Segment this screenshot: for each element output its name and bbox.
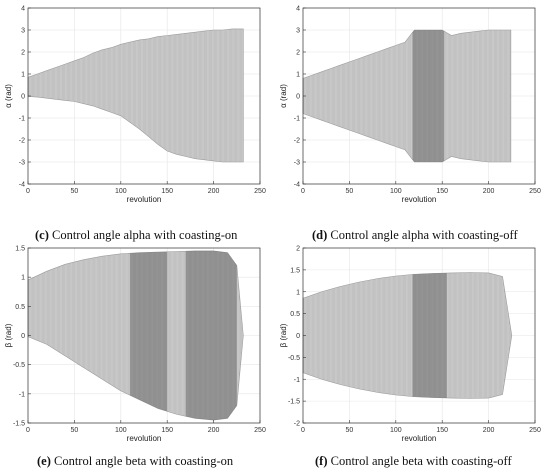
chart-c-ytick-label: -3 xyxy=(19,160,25,167)
chart-f-ytick-label: -1 xyxy=(294,377,300,384)
chart-e-ytick-label: 1 xyxy=(21,275,25,282)
chart-c-ytick-label: 2 xyxy=(21,50,25,57)
chart-c-plot: 0 50 100 150 200 250 -4 -3 -2 -1 0 1 2 3 4 revolution α … xyxy=(4,6,266,205)
chart-panel-c: 0 50 100 150 200 250 -4 -3 -2 -1 0 1 2 3 4 revolution α … xyxy=(0,0,275,250)
chart-d-ytick-label: 4 xyxy=(296,6,300,13)
chart-c-xtick-label: 0 xyxy=(26,188,30,195)
chart-c-ylabel: α (rad) xyxy=(4,84,13,108)
chart-d-ytick-label: -4 xyxy=(294,182,300,189)
chart-e-ytick-label: 0.5 xyxy=(15,304,25,311)
chart-d-xtick-label: 200 xyxy=(483,188,495,195)
chart-f-ytick-label: -1.5 xyxy=(288,399,300,406)
chart-d-caption-tag: (d) xyxy=(312,228,328,242)
chart-c-ytick-label: -4 xyxy=(19,182,25,189)
chart-c-ytick-label: 0 xyxy=(21,94,25,101)
chart-e-plot: 0 50 100 150 200 250 -1.5 -1 -0.5 0 0.5 1 1.5 revolut… xyxy=(4,246,266,444)
chart-d-ytick-label: -1 xyxy=(294,116,300,123)
chart-e-xtick-label: 250 xyxy=(254,427,266,434)
chart-f-ytick-label: -2 xyxy=(294,421,300,428)
chart-f-ylabel: β (rad) xyxy=(279,323,288,347)
chart-d-ytick-label: 3 xyxy=(296,28,300,35)
chart-f-plot: 0 50 100 150 200 250 -2 -1.5 -1 -0.5 0 0.5 1 1.5 2 revo… xyxy=(279,246,541,444)
chart-e-xtick-label: 50 xyxy=(71,427,79,434)
chart-e-caption: (e) Control angle beta with coasting-on xyxy=(37,454,233,469)
chart-f-caption-tag: (f) xyxy=(315,454,328,468)
chart-c-xlabel: revolution xyxy=(127,195,162,204)
chart-e-caption-text: Control angle beta with coasting-on xyxy=(50,454,234,468)
chart-c-ytick-label: 3 xyxy=(21,28,25,35)
chart-f-xtick-label: 50 xyxy=(346,427,354,434)
chart-c-ytick-label: 1 xyxy=(21,72,25,79)
chart-c-caption-tag: (c) xyxy=(35,228,49,242)
chart-f-xtick-label: 150 xyxy=(436,427,448,434)
chart-d-oscillation xyxy=(303,30,511,162)
chart-f-ytick-label: 0 xyxy=(296,333,300,340)
chart-e-xtick-label: 100 xyxy=(115,427,127,434)
chart-c-ytick-label: -2 xyxy=(19,138,25,145)
chart-d-plot: 0 50 100 150 200 250 -4 -3 -2 -1 0 1 2 3 4 revolution α … xyxy=(279,6,541,205)
chart-c-xtick-label: 150 xyxy=(161,188,173,195)
chart-e-xtick-label: 0 xyxy=(26,427,30,434)
chart-d-ylabel: α (rad) xyxy=(279,84,288,108)
chart-e-ytick-label: 0 xyxy=(21,333,25,340)
chart-c-ytick-label: -1 xyxy=(19,116,25,123)
chart-e-oscillation xyxy=(28,250,243,421)
chart-e-ytick-label: -1 xyxy=(19,391,25,398)
chart-c-oscillation xyxy=(28,28,243,162)
chart-d-ytick-label: 0 xyxy=(296,94,300,101)
chart-f-ytick-label: 1 xyxy=(296,289,300,296)
chart-e-ylabel: β (rad) xyxy=(4,323,13,347)
chart-f-caption-text: Control angle beta with coasting-off xyxy=(327,454,512,468)
chart-e-dense-band xyxy=(130,250,168,421)
chart-e-dense-band xyxy=(185,250,237,421)
chart-f-caption: (f) Control angle beta with coasting-off xyxy=(315,454,512,469)
chart-d-dense-band xyxy=(412,30,445,162)
chart-d-ytick-label: -2 xyxy=(294,138,300,145)
chart-d-xtick-label: 50 xyxy=(346,188,354,195)
chart-d-xtick-label: 150 xyxy=(436,188,448,195)
chart-f-ytick-label: -0.5 xyxy=(288,355,300,362)
chart-f-ytick-label: 2 xyxy=(296,246,300,253)
chart-panel-d: 0 50 100 150 200 250 -4 -3 -2 -1 0 1 2 3 4 revolution α … xyxy=(275,0,550,250)
chart-f-ytick-label: 1.5 xyxy=(290,267,300,274)
chart-e-xlabel: revolution xyxy=(127,434,162,443)
chart-d-ytick-label: 1 xyxy=(296,72,300,79)
chart-panel-f: 0 50 100 150 200 250 -2 -1.5 -1 -0.5 0 0.5 1 1.5 2 revo… xyxy=(275,240,550,474)
chart-d-ytick-label: 2 xyxy=(296,50,300,57)
chart-f-xlabel: revolution xyxy=(402,434,437,443)
chart-e-ytick-label: -1.5 xyxy=(13,421,25,428)
chart-d-ytick-label: -3 xyxy=(294,160,300,167)
chart-d-xtick-label: 250 xyxy=(529,188,541,195)
chart-f-ytick-label: 0.5 xyxy=(290,311,300,318)
chart-c-xtick-label: 50 xyxy=(71,188,79,195)
chart-e-ytick-label: 1.5 xyxy=(15,246,25,253)
chart-f-dense-band xyxy=(412,272,447,399)
chart-e-caption-tag: (e) xyxy=(37,454,51,468)
chart-d-caption-text: Control angle alpha with coasting-off xyxy=(327,228,518,242)
chart-d-envelope xyxy=(302,29,512,163)
chart-d-xtick-label: 0 xyxy=(301,188,305,195)
chart-e-xtick-label: 200 xyxy=(208,427,220,434)
chart-d-caption: (d) Control angle alpha with coasting-of… xyxy=(312,228,518,243)
chart-f-oscillation xyxy=(303,272,512,399)
chart-c-caption: (c) Control angle alpha with coasting-on xyxy=(35,228,237,243)
chart-f-xtick-label: 250 xyxy=(529,427,541,434)
chart-e-xtick-label: 150 xyxy=(161,427,173,434)
chart-c-ytick-label: 4 xyxy=(21,6,25,13)
chart-panel-e: 0 50 100 150 200 250 -1.5 -1 -0.5 0 0.5 1 1.5 revolut… xyxy=(0,240,275,474)
chart-e-ytick-label: -0.5 xyxy=(13,362,25,369)
chart-f-xtick-label: 200 xyxy=(483,427,495,434)
chart-c-caption-text: Control angle alpha with coasting-on xyxy=(48,228,238,242)
chart-c-xtick-label: 100 xyxy=(115,188,127,195)
chart-f-xtick-label: 100 xyxy=(390,427,402,434)
chart-c-xtick-label: 250 xyxy=(254,188,266,195)
chart-d-xtick-label: 100 xyxy=(390,188,402,195)
chart-c-xtick-label: 200 xyxy=(208,188,220,195)
chart-d-xlabel: revolution xyxy=(402,195,437,204)
chart-f-xtick-label: 0 xyxy=(301,427,305,434)
